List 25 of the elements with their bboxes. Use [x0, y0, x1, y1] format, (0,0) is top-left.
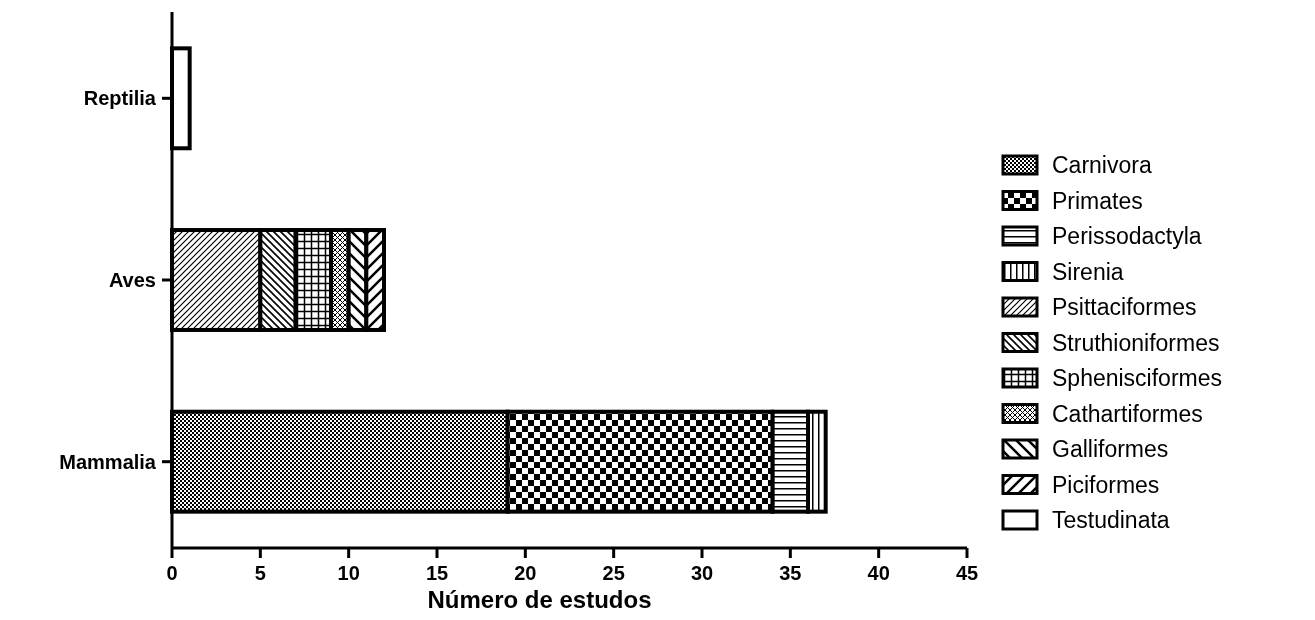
legend-label: Sirenia	[1052, 258, 1124, 285]
x-tick-label: 0	[166, 562, 178, 584]
legend-label: Carnivora	[1052, 152, 1152, 178]
legend-label: Testudinata	[1052, 507, 1170, 533]
x-tick-label: 5	[254, 562, 266, 584]
legend-label: Piciformes	[1052, 471, 1160, 498]
y-tick-label: Mammalia	[59, 450, 157, 473]
x-axis-title: Número de estudos	[427, 586, 652, 613]
legend-label: Sphenisciformes	[1052, 365, 1223, 391]
x-tick-label: 40	[867, 562, 890, 584]
legend-label: Primates	[1052, 187, 1143, 214]
x-tick-label: 15	[425, 562, 449, 584]
legend-label: Galliformes	[1052, 436, 1169, 462]
x-tick-label: 20	[514, 562, 537, 584]
y-tick-label: Reptilia	[83, 87, 157, 110]
x-tick-label: 45	[955, 562, 979, 584]
legend-label: Perissodactyla	[1052, 223, 1202, 249]
legend-label: Struthioniformes	[1052, 329, 1220, 356]
x-tick-label: 25	[602, 562, 625, 584]
legend-label: Cathartiformes	[1052, 400, 1203, 427]
y-tick-label: Aves	[108, 269, 156, 291]
x-tick-label: 30	[690, 562, 714, 584]
legend-label: Psittaciformes	[1052, 294, 1197, 320]
x-tick-label: 10	[337, 562, 360, 584]
x-tick-label: 35	[779, 562, 802, 584]
